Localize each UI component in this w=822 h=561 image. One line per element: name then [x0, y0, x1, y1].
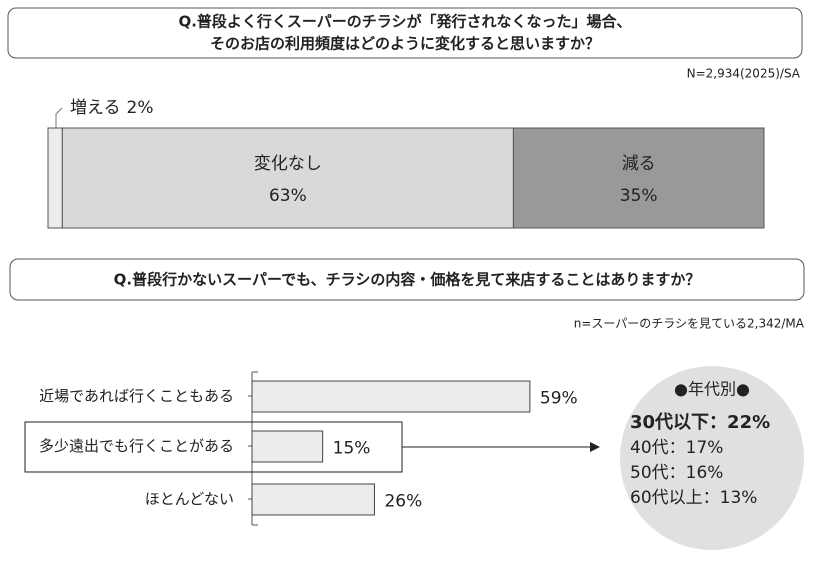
callout-item: 50代：16% — [630, 463, 723, 483]
title: そのお店の利用頻度はどのように変化すると思いますか？ — [210, 35, 600, 53]
value-label: 35% — [620, 186, 658, 206]
value-label: 15% — [333, 439, 371, 459]
legend-label: 増える — [70, 98, 121, 118]
arrow-head — [590, 442, 600, 452]
title-box — [7, 7, 803, 59]
callout-circle — [620, 366, 804, 550]
callout-item: 60代以上：13% — [630, 488, 757, 508]
note: n=スーパーのチラシを見ている2,342/MA — [574, 317, 805, 331]
callout-title: ●年代別● — [674, 380, 750, 399]
value-label: 59% — [540, 389, 578, 409]
category-label: 多少遠出でも行くことがある — [39, 437, 234, 455]
axis-ticks — [248, 371, 258, 526]
bar — [251, 430, 324, 463]
outside-label: 増える 2% — [70, 98, 153, 118]
title: Q.普段行かないスーパーでも、チラシの内容・価格を見て来店することはありますか？ — [114, 271, 701, 289]
title-box — [9, 258, 805, 301]
legend-label: 減る — [622, 154, 656, 174]
note: N=2,934(2025)/SA — [687, 67, 801, 81]
bar-segment — [512, 127, 765, 229]
bar-segment — [61, 127, 514, 229]
bar-segment — [47, 127, 63, 229]
category-label: 近場であれば行くこともある — [39, 387, 234, 405]
value-label: 63% — [269, 186, 307, 206]
bar — [251, 380, 531, 413]
bar — [251, 483, 375, 516]
callout-item: 30代以下：22% — [630, 412, 770, 433]
value-label: 2% — [127, 98, 154, 118]
callout-item: 40代：17% — [630, 438, 723, 458]
legend-label: 変化なし — [254, 154, 322, 174]
leader-line — [55, 107, 63, 128]
title: Q.普段よく行くスーパーのチラシが「発行されなくなった」場合、 — [178, 13, 631, 31]
category-label: ほとんどない — [145, 490, 234, 508]
value-label: 26% — [384, 492, 422, 512]
